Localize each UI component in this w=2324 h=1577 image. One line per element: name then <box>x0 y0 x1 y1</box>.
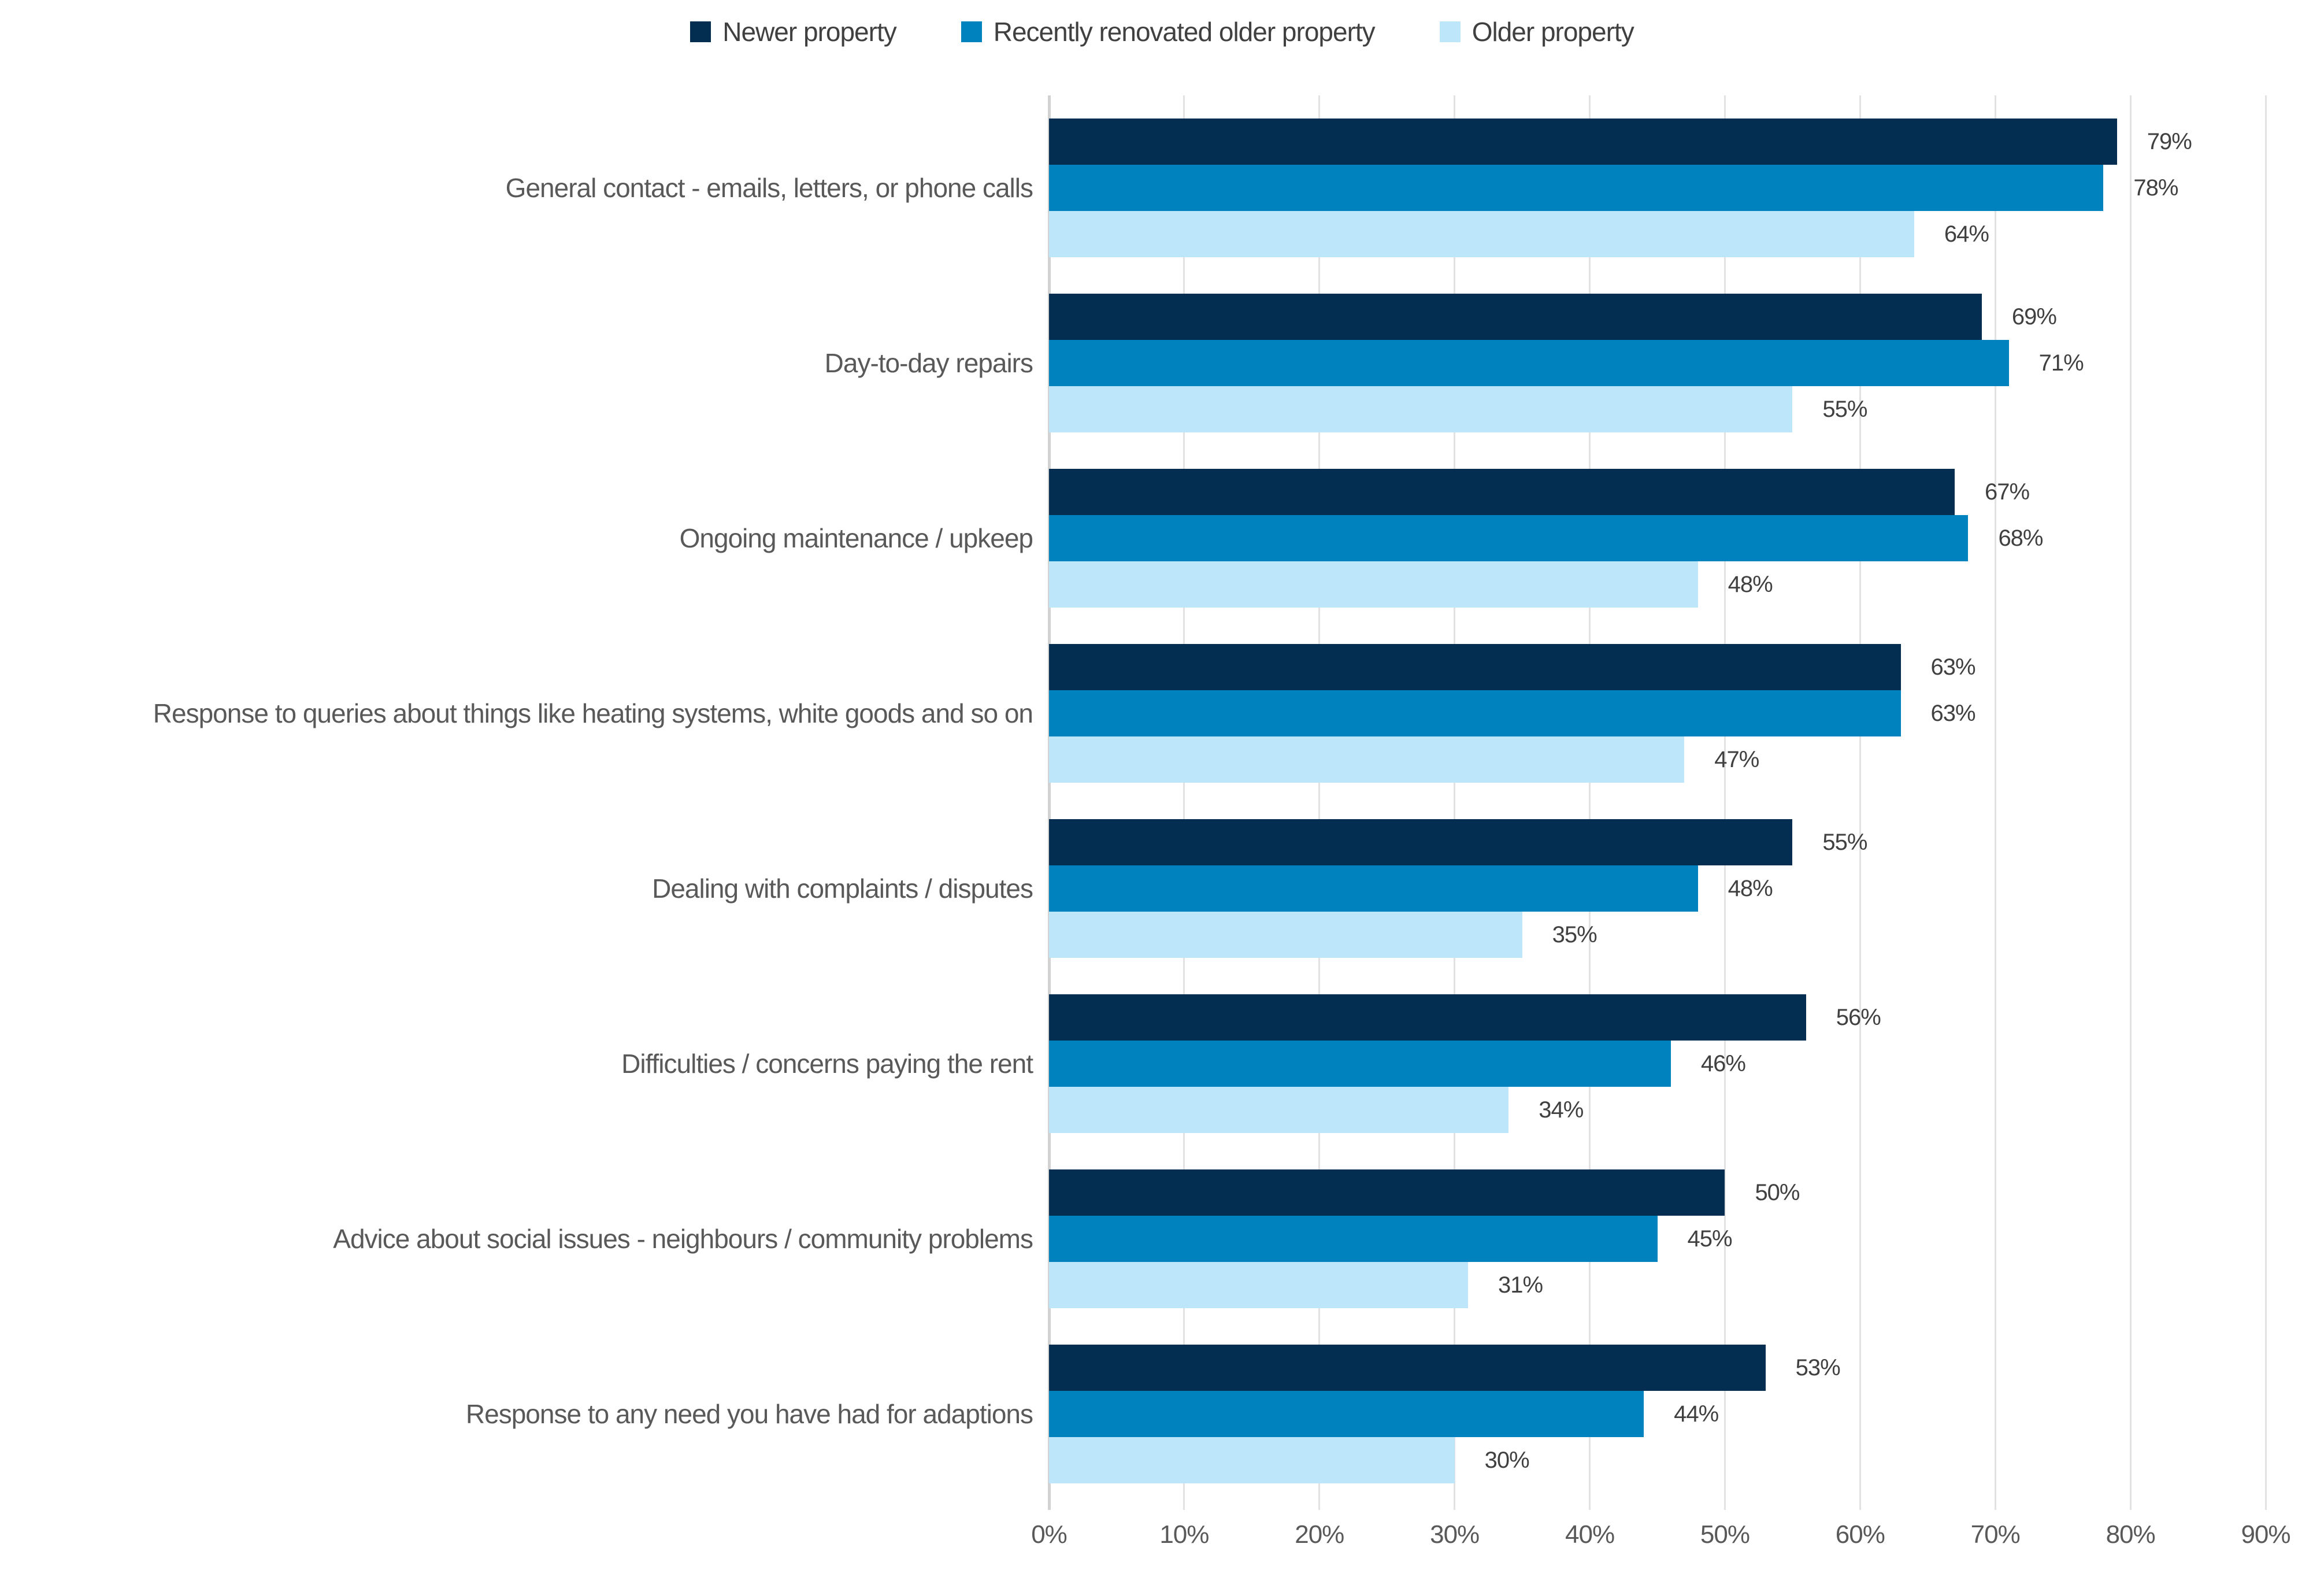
bar <box>1049 1041 1671 1087</box>
bar <box>1049 1391 1644 1437</box>
bar <box>1049 1087 1509 1133</box>
value-label: 67% <box>1985 479 2030 505</box>
bar <box>1049 994 1806 1041</box>
gridline <box>2264 95 2267 1510</box>
category-label: Advice about social issues - neighbours … <box>333 1223 1033 1254</box>
x-axis-tick-label: 40% <box>1565 1520 1615 1549</box>
gridline <box>1318 95 1321 1510</box>
bar <box>1049 165 2104 211</box>
bar <box>1049 1262 1469 1308</box>
value-label: 71% <box>2038 350 2084 376</box>
x-axis-tick-label: 60% <box>1835 1520 1885 1549</box>
gridline <box>2129 95 2132 1510</box>
value-label: 53% <box>1795 1354 1841 1380</box>
bar <box>1049 386 1793 432</box>
bar <box>1049 211 1914 257</box>
value-label: 63% <box>1930 654 1976 680</box>
value-label: 48% <box>1728 875 1773 901</box>
bar <box>1049 1169 1725 1216</box>
value-label: 30% <box>1484 1447 1530 1473</box>
value-label: 56% <box>1836 1004 1881 1030</box>
gridline <box>1994 95 1996 1510</box>
bar <box>1049 340 2009 386</box>
category-label: Dealing with complaints / disputes <box>652 873 1033 904</box>
legend-label: Older property <box>1472 17 1634 47</box>
bar <box>1049 294 1982 340</box>
category-label: Response to queries about things like he… <box>153 698 1033 728</box>
value-label: 34% <box>1539 1097 1584 1123</box>
bar <box>1049 1437 1455 1483</box>
value-label: 79% <box>2147 128 2192 154</box>
bar <box>1049 119 2117 165</box>
value-label: 55% <box>1822 829 1867 855</box>
value-label: 69% <box>2011 303 2057 330</box>
x-axis-tick-label: 20% <box>1295 1520 1344 1549</box>
legend-swatch-icon <box>1439 21 1461 42</box>
plot-area: 79% 78% 64% 69% 71% 55% 67% 68% 48% 63% 63% 47% 55% 4… <box>1047 95 2267 1510</box>
bar <box>1049 912 1522 958</box>
legend-label: Newer property <box>722 17 896 47</box>
value-label: 50% <box>1755 1179 1800 1205</box>
legend-item: Recently renovated older property <box>961 16 1376 47</box>
value-label: 44% <box>1674 1401 1719 1427</box>
gridline <box>1859 95 1861 1510</box>
category-label: General contact - emails, letters, or ph… <box>505 172 1033 203</box>
category-label: Day-to-day repairs <box>824 347 1033 378</box>
legend: Newer property Recently renovated older p… <box>0 16 2324 47</box>
bar <box>1049 1216 1658 1262</box>
bar <box>1049 865 1698 912</box>
bar <box>1049 1345 1766 1391</box>
x-axis-tick-label: 50% <box>1700 1520 1750 1549</box>
x-axis-tick-label: 70% <box>1970 1520 2021 1549</box>
value-label: 35% <box>1552 921 1597 947</box>
bar <box>1049 469 1955 515</box>
value-label: 46% <box>1700 1050 1746 1076</box>
gridline <box>1454 95 1456 1510</box>
legend-swatch-icon <box>961 21 982 42</box>
gridline <box>1183 95 1185 1510</box>
category-label: Response to any need you have had for ad… <box>465 1398 1033 1429</box>
x-axis-tick-label: 30% <box>1430 1520 1480 1549</box>
bar <box>1049 736 1685 783</box>
value-label: 47% <box>1714 746 1759 772</box>
legend-label: Recently renovated older property <box>993 17 1376 47</box>
bar <box>1049 690 1901 736</box>
x-axis-tick-label: 80% <box>2106 1520 2156 1549</box>
bar <box>1049 819 1793 865</box>
value-label: 63% <box>1930 700 1976 726</box>
value-label: 68% <box>1998 525 2043 551</box>
legend-swatch-icon <box>690 21 711 42</box>
bar <box>1049 515 1969 561</box>
value-label: 78% <box>2133 175 2178 201</box>
value-label: 64% <box>1944 221 1989 247</box>
x-axis-tick-label: 10% <box>1159 1520 1209 1549</box>
x-axis-tick-label: 90% <box>2241 1520 2290 1549</box>
value-label: 31% <box>1498 1272 1543 1298</box>
legend-item: Newer property <box>690 16 897 47</box>
gridline <box>1723 95 1726 1510</box>
value-label: 45% <box>1687 1226 1733 1252</box>
bar <box>1049 561 1698 608</box>
value-label: 48% <box>1728 571 1773 597</box>
gridline <box>1589 95 1591 1510</box>
legend-item: Older property <box>1439 16 1634 47</box>
x-axis-tick-label: 0% <box>1031 1520 1068 1549</box>
value-label: 55% <box>1822 396 1867 422</box>
category-label: Difficulties / concerns paying the rent <box>621 1048 1033 1079</box>
bar <box>1049 644 1901 690</box>
y-axis-line <box>1047 95 1051 1510</box>
category-label: Ongoing maintenance / upkeep <box>679 523 1033 553</box>
